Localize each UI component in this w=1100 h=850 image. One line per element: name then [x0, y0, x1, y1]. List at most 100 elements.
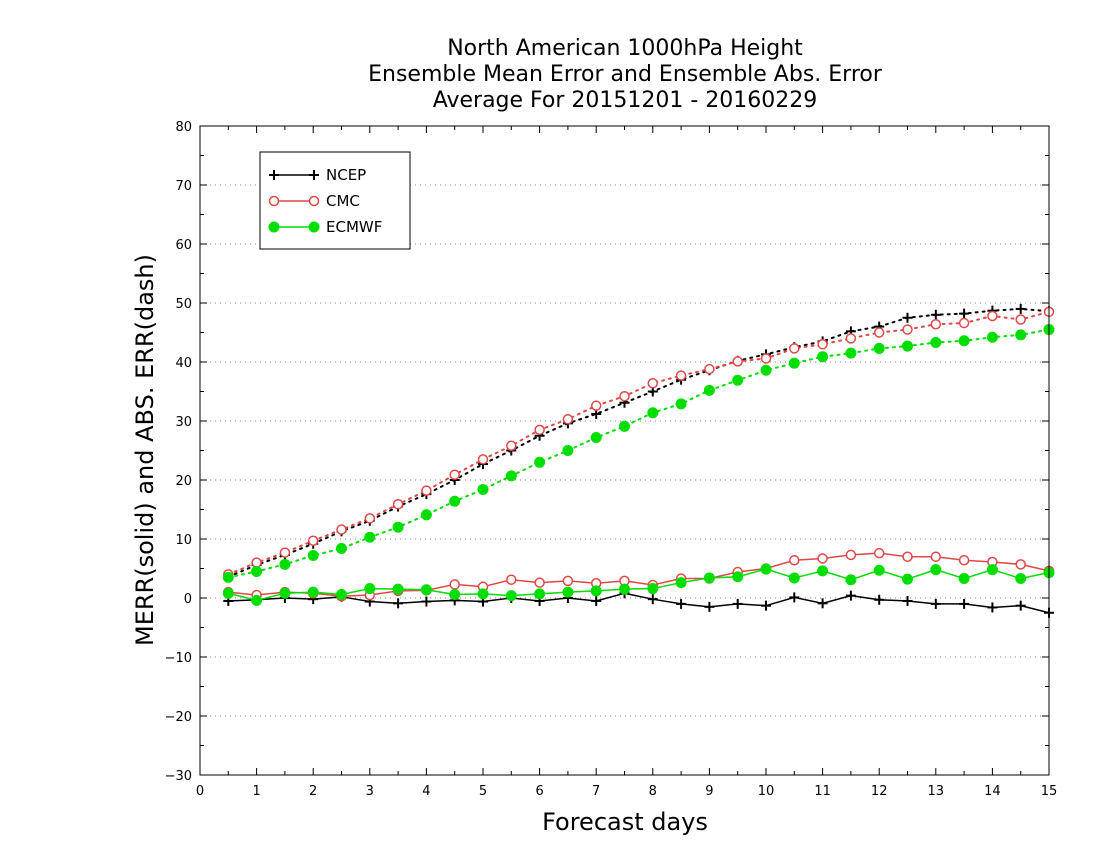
cmc-merr-point: [902, 551, 913, 562]
x-tick-label: 8: [649, 784, 657, 799]
ecmwf-merr-point: [845, 574, 857, 586]
ecmwf-abs-err-point: [732, 374, 744, 386]
legend-marker-cmc: [308, 195, 320, 207]
legend-label-ecmwf: ECMWF: [326, 218, 382, 236]
cmc-abs-err-point: [760, 353, 772, 364]
ncep-merr-point: [676, 598, 687, 609]
cmc-abs-err-point: [251, 557, 262, 568]
cmc-merr-point: [845, 549, 857, 561]
ecmwf-abs-err-point: [788, 357, 800, 369]
ecmwf-abs-err-point: [817, 351, 829, 363]
cmc-merr-point: [534, 577, 545, 588]
ecmwf-abs-err-point: [420, 509, 432, 521]
ecmwf-merr-point: [307, 586, 319, 598]
ecmwf-abs-err-point: [562, 445, 574, 456]
x-tick-label: 6: [535, 784, 543, 799]
ncep-merr-point: [732, 598, 743, 609]
cmc-merr-point: [1015, 559, 1026, 570]
ncep-abs-err-point: [902, 312, 913, 323]
ecmwf-abs-err-point: [703, 384, 715, 396]
ncep-merr-point: [817, 598, 828, 609]
ecmwf-merr-point: [590, 585, 602, 597]
x-tick-label: 5: [479, 784, 487, 799]
ecmwf-merr-point: [477, 588, 489, 600]
cmc-merr-line: [228, 552, 1050, 597]
ecmwf-merr-point: [873, 564, 885, 576]
ecmwf-merr-point: [1015, 573, 1027, 585]
cmc-abs-err-point: [392, 498, 404, 510]
cmc-abs-err-point: [845, 333, 857, 344]
ecmwf-abs-err-point: [619, 420, 630, 432]
cmc-abs-err-point: [987, 310, 998, 322]
y-tick-label: 60: [175, 238, 192, 253]
cmc-abs-err-point: [336, 524, 347, 535]
x-axis-label: Forecast days: [542, 808, 708, 836]
ecmwf-abs-err-point: [845, 347, 857, 359]
cmc-abs-err-point: [675, 370, 687, 381]
ecmwf-abs-err-point: [392, 521, 404, 533]
x-tick-label: 11: [814, 784, 831, 799]
ecmwf-merr-point: [420, 584, 432, 596]
ncep-merr-point: [874, 594, 885, 605]
cmc-abs-err-point: [817, 339, 828, 350]
ncep-abs-err-line: [227, 307, 1050, 578]
ecmwf-abs-err-point: [336, 542, 347, 554]
ecmwf-abs-err-point: [307, 550, 319, 562]
legend-marker-ncep: [309, 170, 319, 180]
cmc-merr-point: [958, 554, 970, 566]
ecmwf-merr-point: [336, 588, 347, 600]
x-tick-label: 7: [592, 784, 600, 799]
legend-marker-ncep: [269, 170, 279, 180]
legend-label-cmc: CMC: [326, 192, 360, 210]
ncep-merr-point: [987, 602, 998, 613]
ecmwf-abs-err-point: [364, 531, 376, 543]
y-tick-label: 30: [175, 415, 192, 430]
x-tick-label: 2: [309, 784, 317, 799]
cmc-abs-err-point: [930, 318, 942, 330]
ecmwf-merr-point: [817, 565, 829, 577]
y-tick-label: 40: [175, 356, 192, 371]
ncep-merr-point: [421, 596, 432, 607]
cmc-merr-point: [789, 554, 800, 566]
ecmwf-abs-err-point: [590, 432, 602, 444]
ecmwf-merr-point: [647, 583, 659, 595]
ncep-abs-err-point: [1015, 303, 1026, 314]
x-tick-label: 3: [366, 784, 374, 799]
y-tick-label: −20: [165, 710, 192, 725]
legend-marker-ecmwf: [268, 221, 280, 233]
y-tick-label: 0: [184, 592, 192, 607]
cmc-merr-point: [930, 551, 942, 562]
ecmwf-abs-err-point: [534, 456, 546, 468]
cmc-merr-point: [506, 574, 517, 585]
cmc-abs-err-point: [534, 424, 545, 436]
y-tick-label: 80: [175, 120, 192, 135]
ecmwf-abs-err-point: [873, 342, 885, 354]
ecmwf-abs-err-point: [760, 364, 772, 376]
ecmwf-merr-point: [562, 586, 574, 598]
ecmwf-merr-point: [902, 573, 913, 585]
ncep-abs-err-point: [959, 308, 970, 319]
ncep-merr-point: [647, 594, 658, 605]
ecmwf-abs-err-point: [958, 335, 970, 347]
cmc-abs-err-point: [704, 363, 715, 375]
cmc-abs-err-point: [873, 327, 885, 338]
cmc-abs-err-point: [562, 413, 574, 425]
ecmwf-merr-point: [222, 587, 234, 599]
plot-frame: [199, 125, 1050, 776]
x-tick-label: 12: [871, 784, 888, 799]
cmc-abs-err-point: [477, 454, 489, 465]
ecmwf-abs-err-point: [930, 337, 942, 349]
ncep-merr-point: [959, 598, 970, 609]
cmc-abs-err-point: [619, 390, 630, 402]
legend-label-ncep: NCEP: [326, 166, 366, 184]
chart-title: North American 1000hPa Height: [447, 36, 803, 61]
cmc-abs-err-point: [590, 400, 602, 411]
series-layer: [222, 303, 1055, 618]
cmc-merr-point: [817, 553, 828, 564]
ecmwf-abs-err-line: [227, 328, 1050, 579]
x-tick-label: 15: [1041, 784, 1058, 799]
ecmwf-merr-point: [505, 590, 517, 602]
ncep-merr-point: [789, 592, 800, 603]
x-tick-label: 13: [928, 784, 945, 799]
ecmwf-merr-point: [251, 594, 263, 606]
